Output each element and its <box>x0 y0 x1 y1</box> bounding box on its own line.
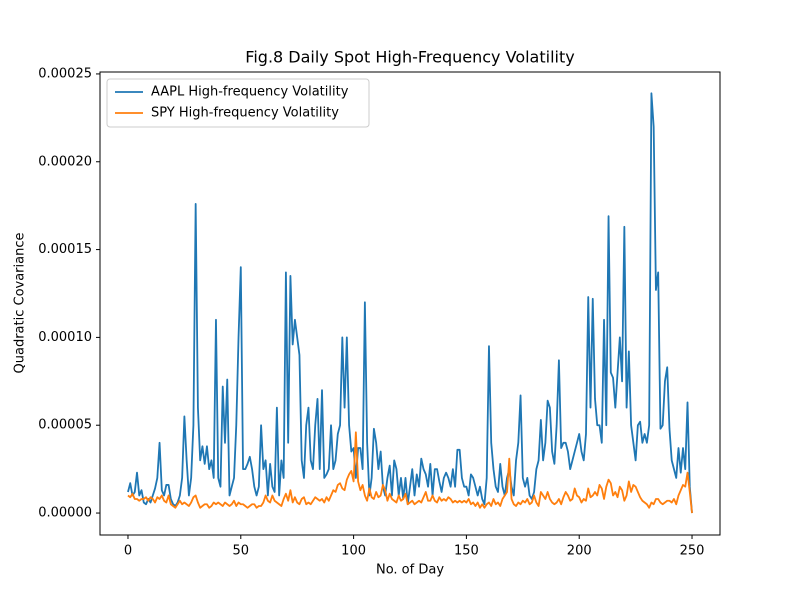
data-line <box>127 92 693 514</box>
data-line <box>127 431 693 514</box>
legend-label: SPY High-frequency Volatility <box>151 106 339 121</box>
y-tick-label: 0.00005 <box>38 418 92 433</box>
axes-frame <box>99 71 721 536</box>
y-tick-label: 0.00000 <box>38 506 92 521</box>
x-axis-label: No. of Day <box>376 563 444 578</box>
chart-title: Fig.8 Daily Spot High-Frequency Volatili… <box>245 48 574 67</box>
legend-label: AAPL High-frequency Volatility <box>151 85 349 100</box>
x-tick-label: 150 <box>454 544 479 559</box>
plot-area <box>127 92 693 514</box>
legend-box <box>106 78 370 128</box>
y-tick-label: 0.00010 <box>38 330 92 345</box>
y-tick-label: 0.00020 <box>38 154 92 169</box>
y-tick-label: 0.00025 <box>38 66 92 81</box>
y-axis-label: Quadratic Covariance <box>13 233 28 374</box>
x-tick-label: 200 <box>567 544 592 559</box>
y-tick-label: 0.00015 <box>38 242 92 257</box>
x-tick-label: 50 <box>233 544 250 559</box>
x-tick-label: 250 <box>680 544 705 559</box>
x-tick-label: 100 <box>341 544 366 559</box>
x-tick-label: 0 <box>124 544 132 559</box>
